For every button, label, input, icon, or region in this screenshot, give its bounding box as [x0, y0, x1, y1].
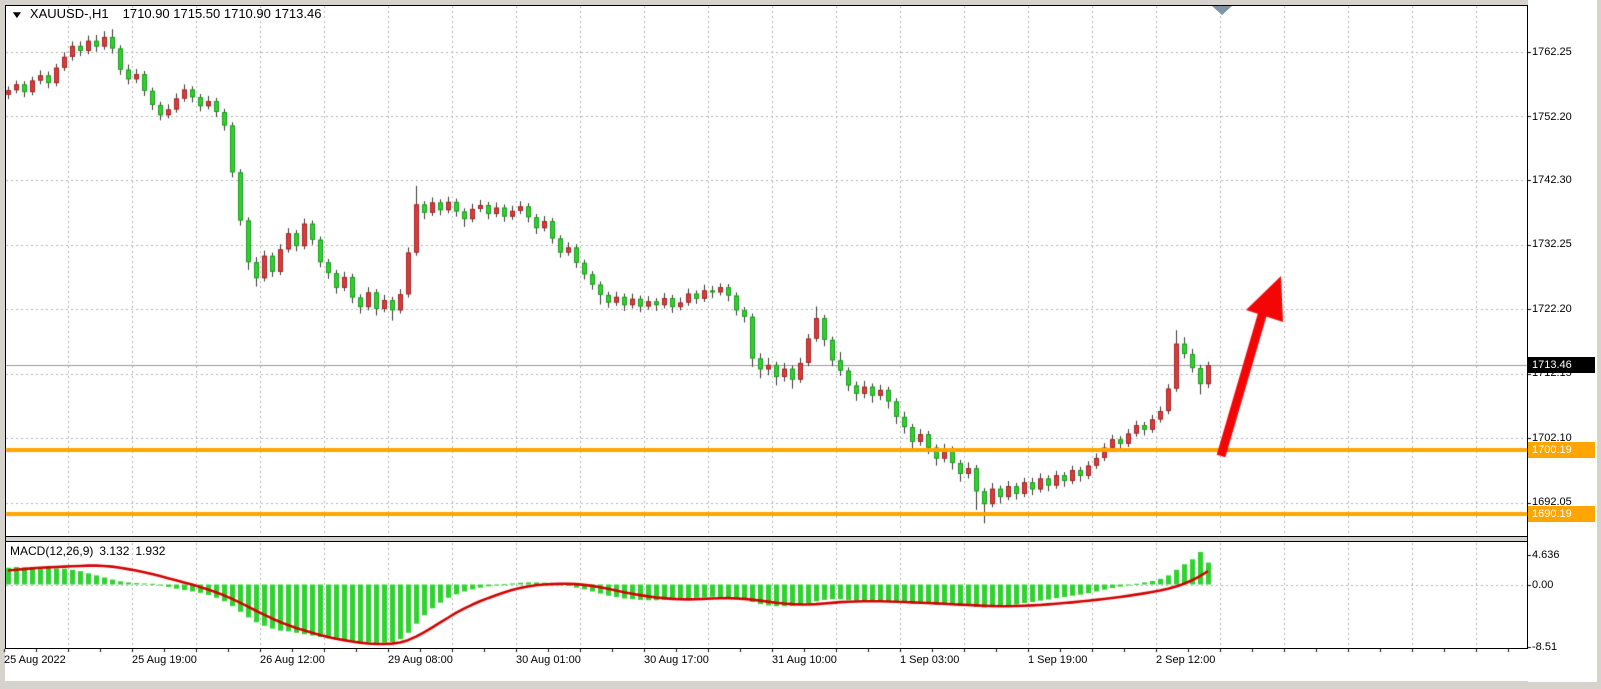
time-tick-label: 30 Aug 17:00: [644, 654, 709, 666]
current-price-badge: 1713.46: [1528, 357, 1595, 373]
price-tick-label: 1762.25: [1532, 46, 1572, 58]
time-tick-label: 25 Aug 19:00: [132, 654, 197, 666]
ohlc-readout: 1710.90 1715.50 1710.90 1713.46: [122, 6, 322, 21]
support-level-badge: 1690.19: [1528, 506, 1595, 522]
price-tick-label: 1722.20: [1532, 303, 1572, 315]
time-tick-label: 25 Aug 2022: [4, 654, 66, 666]
chart-title: ▼ XAUUSD-,H1 1710.90 1715.50 1710.90 1713.…: [10, 6, 322, 21]
price-tick-label: 1702.10: [1532, 432, 1572, 444]
time-tick-label: 1 Sep 03:00: [900, 654, 960, 666]
macd-tick-label: -8.51: [1532, 641, 1558, 653]
price-tick-label: 1742.30: [1532, 174, 1572, 186]
support-level-badge: 1700.19: [1528, 442, 1595, 458]
price-tick-label: 1692.05: [1532, 496, 1572, 508]
time-tick-label: 29 Aug 08:00: [388, 654, 453, 666]
price-tick-label: 1732.25: [1532, 238, 1572, 250]
time-tick-label: 31 Aug 10:00: [772, 654, 837, 666]
time-tick-label: 30 Aug 01:00: [516, 654, 581, 666]
symbol-marker-icon: ▼: [10, 10, 24, 21]
symbol-timeframe-label: XAUUSD-,H1: [29, 6, 109, 21]
time-tick-label: 2 Sep 12:00: [1156, 654, 1216, 666]
time-tick-label: 26 Aug 12:00: [260, 654, 325, 666]
macd-indicator-label: MACD(12,26,9) 3.132 1.932: [10, 544, 171, 558]
price-tick-label: 1752.20: [1532, 111, 1572, 123]
macd-tick-label: 4.636: [1532, 549, 1560, 561]
macd-name: MACD(12,26,9): [10, 544, 94, 558]
macd-tick-label: 0.00: [1532, 579, 1554, 591]
macd-signal-value: 1.932: [135, 544, 166, 558]
macd-main-value: 3.132: [99, 544, 130, 558]
chart-shift-marker-icon[interactable]: [1212, 6, 1232, 15]
pane-separator-handle[interactable]: [6, 536, 1527, 542]
time-tick-label: 1 Sep 19:00: [1028, 654, 1088, 666]
